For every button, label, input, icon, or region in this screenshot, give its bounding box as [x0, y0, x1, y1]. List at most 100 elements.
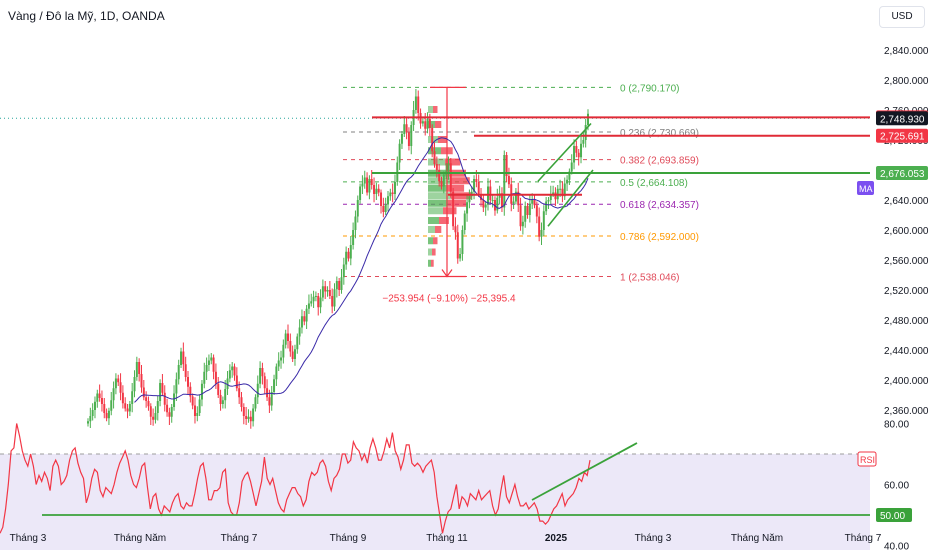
candle-body — [163, 392, 166, 405]
candle-body — [559, 188, 562, 190]
volume-profile-bar — [428, 217, 439, 224]
candle-body — [452, 191, 455, 227]
candle-body — [331, 296, 334, 307]
candle-body — [96, 393, 99, 402]
candle-body — [266, 388, 269, 398]
candle-body — [400, 134, 403, 144]
candle-body — [93, 401, 96, 410]
candle-body — [168, 412, 171, 417]
candle-body — [317, 296, 320, 308]
fib-level-label: 0.5 (2,664.108) — [620, 178, 688, 189]
candle-body — [356, 200, 359, 217]
volume-profile-bar — [432, 248, 436, 256]
candle-body — [549, 194, 552, 200]
volume-profile-bar — [450, 177, 470, 185]
candle-body — [261, 368, 264, 377]
candle-body — [324, 286, 327, 292]
candle-body — [361, 183, 364, 187]
candle-body — [398, 143, 401, 163]
candle-body — [196, 413, 199, 416]
candle-body — [156, 401, 159, 413]
candle-body — [517, 191, 520, 206]
candle-body — [142, 387, 145, 398]
y-axis-tick-label: 2,840.000 — [884, 46, 929, 57]
candle-body — [573, 146, 576, 163]
candle-body — [335, 281, 338, 290]
candle-body — [175, 379, 178, 394]
candle-body — [214, 371, 217, 384]
candle-body — [212, 357, 215, 372]
candle-body — [177, 365, 180, 380]
candle-body — [254, 397, 257, 409]
candle-body — [359, 186, 362, 200]
indicator-badge — [857, 181, 874, 195]
candle-body — [217, 383, 220, 395]
x-axis-tick-label: Tháng 9 — [330, 533, 367, 544]
candle-body — [138, 362, 141, 374]
candle-body — [103, 404, 106, 413]
candle-body — [87, 421, 89, 424]
candle-body — [112, 388, 115, 401]
candle-body — [210, 357, 213, 361]
volume-profile-bar — [428, 121, 435, 128]
candle-body — [347, 251, 350, 259]
candle-body — [349, 245, 352, 259]
rsi-line — [0, 423, 591, 534]
candle-body — [414, 96, 417, 110]
candle-body — [563, 183, 566, 197]
candle-body — [538, 216, 541, 237]
candle-body — [149, 406, 152, 417]
y-axis-tick-label: 2,640.000 — [884, 196, 929, 207]
candle-body — [291, 351, 294, 359]
y-axis-tick-label: 2,360.000 — [884, 406, 929, 417]
candle-body — [235, 375, 238, 389]
candle-body — [147, 401, 150, 407]
volume-profile-bar — [431, 259, 434, 267]
fib-level-label: 0.618 (2,634.357) — [620, 200, 699, 211]
x-axis-tick-label: Tháng Năm — [731, 533, 783, 544]
candle-body — [287, 333, 289, 341]
candle-body — [575, 146, 578, 153]
candle-body — [477, 182, 480, 194]
price-badge — [876, 111, 928, 126]
fib-level-label: 1 (2,538.046) — [620, 272, 680, 283]
candle-body — [552, 192, 555, 194]
candle-body — [545, 201, 548, 212]
candle-body — [203, 371, 206, 384]
candle-body — [133, 377, 136, 392]
candle-body — [431, 128, 434, 152]
candle-body — [184, 364, 187, 377]
candle-body — [496, 197, 499, 211]
candle-body — [473, 179, 476, 192]
candle-body — [503, 155, 506, 208]
candle-body — [345, 251, 348, 265]
candle-body — [568, 171, 571, 180]
candle-body — [282, 344, 285, 358]
volume-profile-bar — [438, 136, 447, 143]
candle-body — [424, 121, 427, 129]
candle-body — [454, 226, 457, 233]
candle-body — [584, 125, 587, 140]
volume-profile-bar — [443, 207, 457, 215]
candle-body — [193, 405, 196, 416]
candle-body — [566, 179, 569, 184]
price-badge — [876, 128, 928, 143]
candle-body — [440, 181, 443, 187]
fib-level-label: 0 (2,790.170) — [620, 83, 680, 94]
candle-body — [561, 188, 564, 197]
x-axis-tick-label: Tháng 7 — [221, 533, 258, 544]
candle-body — [456, 232, 459, 259]
candle-body — [540, 230, 543, 237]
candle-body — [121, 392, 124, 404]
candle-body — [554, 192, 557, 200]
candle-body — [263, 376, 266, 389]
candle-body — [159, 383, 162, 401]
candle-body — [198, 399, 201, 413]
volume-profile-bar — [433, 106, 438, 113]
price-badge-label: 2,676.053 — [880, 169, 925, 180]
candle-body — [380, 192, 383, 206]
candle-body — [226, 378, 229, 389]
currency-selector[interactable]: USD — [879, 6, 925, 28]
